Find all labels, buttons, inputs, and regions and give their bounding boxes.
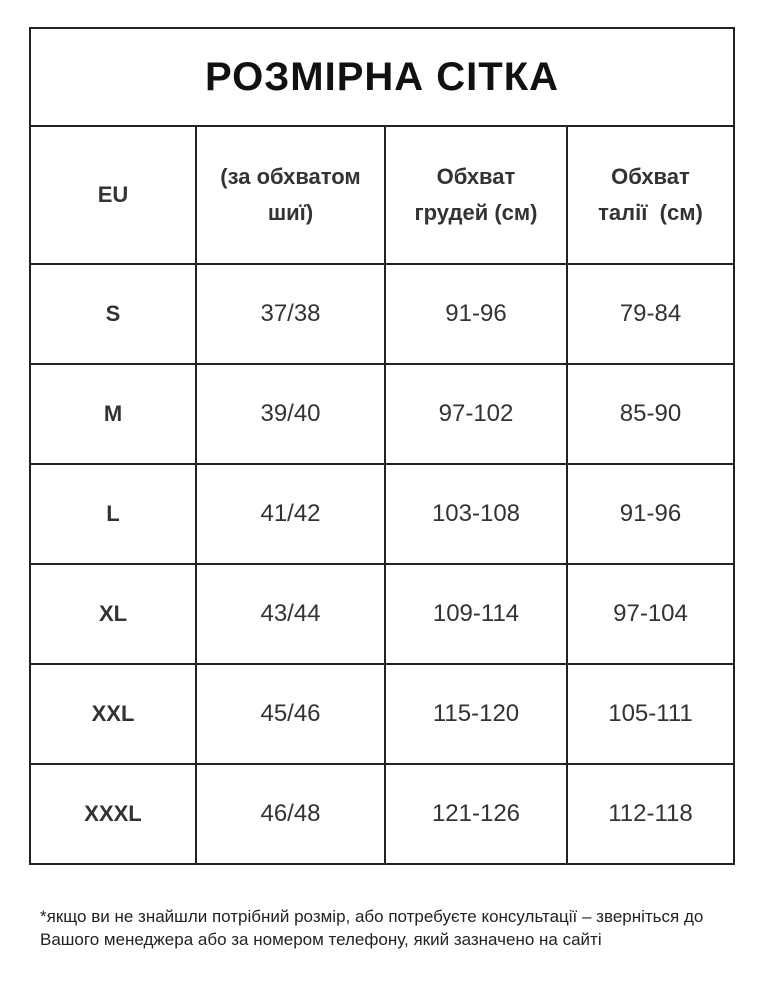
table-row: XXL 45/46 115-120 105-111	[29, 663, 735, 765]
size-chart-table: РОЗМІРНА СІТКА EU (за обхватом шиї) Обхв…	[29, 27, 735, 865]
cell-neck: 43/44	[195, 563, 386, 665]
table-title: РОЗМІРНА СІТКА	[29, 27, 735, 127]
table-row: S 37/38 91-96 79-84	[29, 263, 735, 365]
header-chest: Обхват грудей (см)	[384, 125, 568, 265]
cell-neck: 45/46	[195, 663, 386, 765]
cell-chest: 91-96	[384, 263, 568, 365]
cell-neck: 46/48	[195, 763, 386, 865]
header-neck-label: (за обхватом шиї)	[220, 164, 361, 225]
cell-size: XXL	[29, 663, 197, 765]
cell-waist: 85-90	[566, 363, 735, 465]
cell-size: XXXL	[29, 763, 197, 865]
table-row: XXXL 46/48 121-126 112-118	[29, 763, 735, 865]
header-chest-label: Обхват грудей (см)	[414, 164, 538, 225]
cell-waist: 112-118	[566, 763, 735, 865]
footnote: *якщо ви не знайшли потрібний розмір, аб…	[40, 907, 704, 949]
cell-neck: 41/42	[195, 463, 386, 565]
header-eu: EU	[29, 125, 197, 265]
cell-neck: 39/40	[195, 363, 386, 465]
cell-size: M	[29, 363, 197, 465]
cell-chest: 109-114	[384, 563, 568, 665]
header-waist: Обхват талії (см)	[566, 125, 735, 265]
cell-chest: 97-102	[384, 363, 568, 465]
cell-size: XL	[29, 563, 197, 665]
cell-waist: 105-111	[566, 663, 735, 765]
cell-neck: 37/38	[195, 263, 386, 365]
cell-waist: 97-104	[566, 563, 735, 665]
table-row: L 41/42 103-108 91-96	[29, 463, 735, 565]
cell-chest: 103-108	[384, 463, 568, 565]
cell-size: S	[29, 263, 197, 365]
cell-waist: 79-84	[566, 263, 735, 365]
cell-chest: 115-120	[384, 663, 568, 765]
cell-chest: 121-126	[384, 763, 568, 865]
cell-waist: 91-96	[566, 463, 735, 565]
table-row: M 39/40 97-102 85-90	[29, 363, 735, 465]
header-waist-label: Обхват талії (см)	[598, 164, 703, 225]
cell-size: L	[29, 463, 197, 565]
header-neck: (за обхватом шиї)	[195, 125, 386, 265]
header-row: EU (за обхватом шиї) Обхват грудей (см) …	[29, 125, 735, 265]
table-row: XL 43/44 109-114 97-104	[29, 563, 735, 665]
